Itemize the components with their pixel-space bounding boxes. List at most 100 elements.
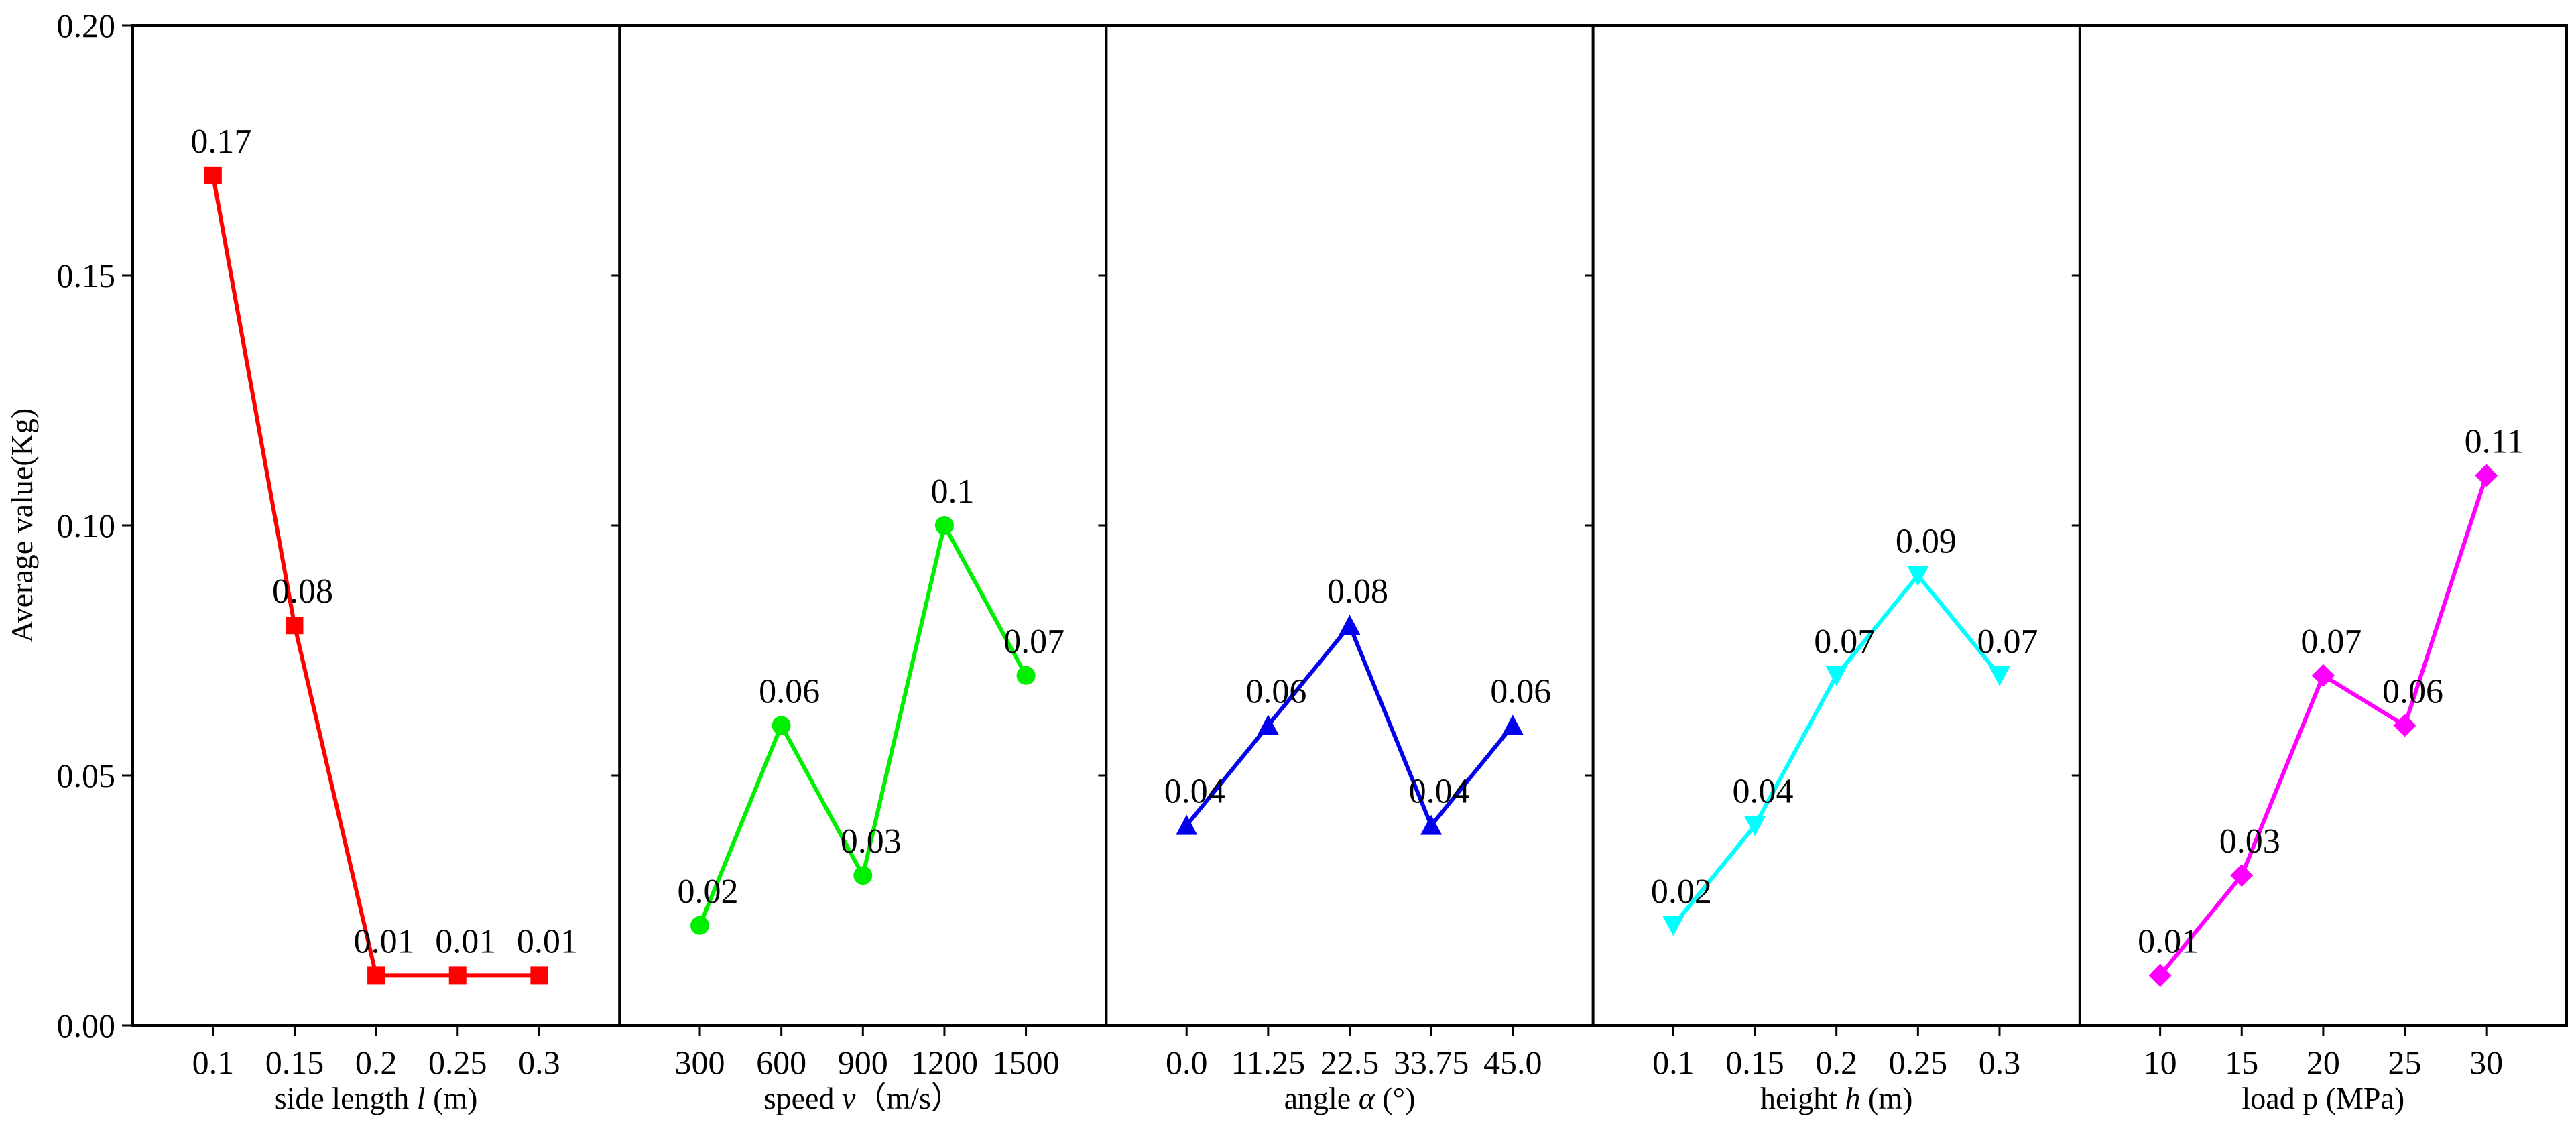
- x-tick-label: 0.1: [192, 1044, 235, 1081]
- data-point: [530, 966, 548, 985]
- x-axis-title-speed: speed v（m/s）: [764, 1081, 962, 1115]
- x-axis-title-part: (m): [426, 1081, 478, 1115]
- y-tick-label: 0.20: [57, 7, 116, 44]
- x-tick-label: 11.25: [1231, 1044, 1306, 1081]
- panel-speed: 300 600 900 1200 1500 speed v（m/s） 0.02 0.06 0.0…: [675, 24, 1107, 1115]
- x-tick-label: 1200: [911, 1044, 978, 1081]
- x-axis-title-part: h: [1845, 1081, 1860, 1115]
- data-label: 0.03: [841, 822, 902, 861]
- data-point: [2148, 964, 2172, 987]
- data-point: [1744, 816, 1766, 836]
- x-axis-title-height: height h (m): [1760, 1081, 1912, 1115]
- data-point: [286, 617, 304, 635]
- x-tick-label: 0.3: [518, 1044, 560, 1081]
- data-point: [690, 916, 710, 935]
- y-axis-title: Average value(Kg): [5, 408, 39, 643]
- panels-layer: 0.1 0.15 0.2 0.25 0.3 side length l (m) 0.17 0.…: [190, 24, 2524, 1115]
- data-label: 0.07: [1003, 623, 1064, 661]
- data-label: 0.17: [190, 123, 251, 161]
- x-axis-title-part: （m/s）: [855, 1081, 961, 1115]
- x-axis-title-part: height: [1760, 1081, 1845, 1115]
- x-tick-label: 0.2: [355, 1044, 397, 1081]
- data-label: 0.02: [1651, 873, 1712, 911]
- data-label: 0.04: [1409, 773, 1470, 811]
- x-tick-label: 10: [2144, 1044, 2177, 1081]
- data-label: 0.08: [1327, 572, 1388, 611]
- data-label: 0.07: [1814, 623, 1875, 661]
- data-point: [2230, 864, 2254, 887]
- data-label: 0.09: [1896, 523, 1957, 561]
- data-point: [1016, 666, 1036, 685]
- x-axis-title-part: (m): [1860, 1081, 1912, 1115]
- x-axis-title-angle: angle α (°): [1284, 1081, 1416, 1115]
- data-point: [2475, 464, 2498, 487]
- data-point: [1988, 666, 2010, 686]
- data-label: 0.04: [1733, 773, 1794, 811]
- data-point: [2311, 664, 2335, 687]
- data-label: 0.01: [517, 922, 578, 960]
- y-tick-label: 0.15: [57, 257, 116, 294]
- data-label: 0.06: [2382, 672, 2443, 710]
- x-tick-label: 0.25: [1889, 1044, 1948, 1081]
- data-label: 0.04: [1164, 773, 1225, 811]
- data-label: 0.1: [930, 473, 974, 511]
- panel-load: 10 15 20 25 30 load p (MPa) 0.01 0.03 0.07 0.06 0.…: [2138, 422, 2524, 1115]
- x-tick-label: 45.0: [1483, 1044, 1542, 1081]
- x-tick-label: 0.2: [1815, 1044, 1857, 1081]
- x-axis-title-part: speed: [764, 1081, 842, 1115]
- x-axis-title-part: v: [842, 1081, 856, 1115]
- data-point: [204, 166, 222, 184]
- x-axis-title-part: angle: [1284, 1081, 1359, 1115]
- data-label: 0.06: [759, 672, 820, 710]
- x-tick-label: 15: [2225, 1044, 2258, 1081]
- data-point: [1339, 615, 1361, 635]
- x-tick-label: 0.25: [428, 1044, 487, 1081]
- data-point: [772, 716, 791, 735]
- data-point: [1662, 916, 1684, 936]
- data-label: 0.01: [354, 922, 415, 960]
- y-axis: 0.00 0.05 0.10 0.15 0.20 Average value(Kg): [5, 7, 133, 1044]
- panel-height: 0.1 0.15 0.2 0.25 0.3 height h (m) 0.02 0.04 0.0…: [1651, 24, 2080, 1115]
- x-axis-title-part: α: [1359, 1081, 1375, 1115]
- x-tick-label: 0.15: [1725, 1044, 1784, 1081]
- x-tick-label: 0.15: [265, 1044, 324, 1081]
- x-tick-label: 30: [2469, 1044, 2503, 1081]
- data-label: 0.03: [2219, 822, 2280, 861]
- data-label: 0.07: [2301, 623, 2362, 661]
- frame-layer: [131, 24, 2568, 1027]
- data-point: [1420, 814, 1443, 835]
- data-point: [853, 866, 873, 885]
- x-tick-label: 0.0: [1166, 1044, 1208, 1081]
- x-tick-label: 25: [2388, 1044, 2422, 1081]
- plot-frame: [131, 24, 2568, 1027]
- data-label: 0.06: [1490, 672, 1551, 710]
- x-tick-label: 900: [838, 1044, 888, 1081]
- data-label: 0.07: [1977, 623, 2038, 661]
- x-axis-title-load: load p (MPa): [2242, 1081, 2405, 1115]
- x-axis-title-part: side length: [275, 1081, 417, 1115]
- data-point: [1176, 814, 1198, 835]
- y-tick-label: 0.10: [57, 507, 116, 544]
- data-point: [1907, 566, 1929, 586]
- data-label: 0.08: [272, 572, 333, 611]
- data-point: [1501, 714, 1524, 735]
- data-point: [448, 966, 467, 985]
- data-label: 0.02: [678, 873, 739, 911]
- data-point: [934, 516, 954, 535]
- data-point: [1257, 714, 1279, 735]
- data-point: [1825, 666, 1847, 686]
- x-axis-title-side-length: side length l (m): [275, 1081, 478, 1115]
- x-tick-label: 20: [2307, 1044, 2340, 1081]
- x-tick-label: 22.5: [1321, 1044, 1379, 1081]
- data-label: 0.11: [2465, 422, 2524, 460]
- data-label: 0.06: [1245, 672, 1306, 710]
- x-tick-label: 33.75: [1394, 1044, 1469, 1081]
- x-axis-title-part: l: [417, 1081, 426, 1115]
- x-tick-label: 0.3: [1979, 1044, 2021, 1081]
- x-tick-label: 1500: [993, 1044, 1060, 1081]
- data-point: [367, 966, 385, 985]
- data-label: 0.01: [2138, 922, 2199, 960]
- panel-side-length: 0.1 0.15 0.2 0.25 0.3 side length l (m) 0.17 0.…: [190, 24, 620, 1115]
